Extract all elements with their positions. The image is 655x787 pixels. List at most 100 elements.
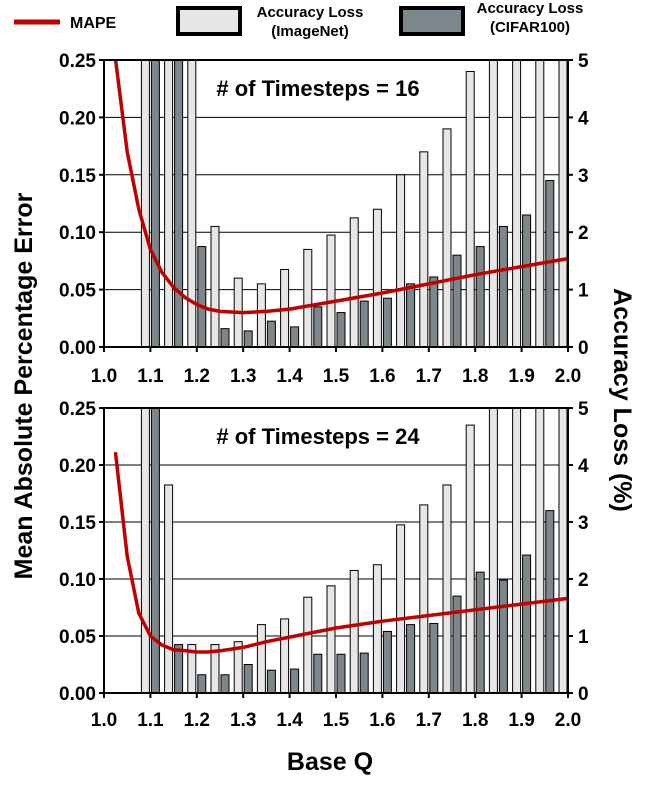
bar-cifar: [382, 630, 392, 693]
bar-cifar: [382, 297, 392, 347]
mape-line: [113, 451, 568, 654]
bar-cifar: [336, 653, 346, 693]
x-tick-label: 2.0: [555, 366, 581, 387]
bar-imagenet: [256, 624, 266, 693]
bar-cifar: [336, 312, 346, 347]
x-tick-label: 1.6: [369, 710, 395, 731]
bar-imagenet: [349, 217, 359, 347]
y-axis-left-label: Mean Absolute Percentage Error: [10, 192, 38, 579]
bar-cifar: [290, 668, 300, 693]
x-tick-label: 1.1: [137, 366, 164, 387]
y-tick-label-right: 0: [578, 338, 589, 359]
legend-cifar-label-2: (CIFAR100): [490, 19, 570, 36]
legend-imagenet-label-1: Accuracy Loss: [257, 4, 364, 21]
x-tick-label: 1.8: [462, 710, 488, 731]
bar-imagenet: [280, 618, 290, 693]
bar-cifar: [220, 674, 230, 693]
bar-imagenet: [535, 60, 545, 347]
x-tick-label: 1.3: [230, 366, 256, 387]
mape-line: [113, 60, 568, 315]
legend-cifar-swatch: [399, 6, 465, 36]
y-tick-label-left: 0.15: [59, 166, 96, 187]
bar-cifar: [406, 624, 416, 693]
bar-imagenet: [465, 70, 475, 347]
bar-imagenet: [303, 248, 313, 347]
bar-cifar: [290, 326, 300, 347]
y-tick-label-left: 0.15: [59, 513, 96, 534]
bar-cifar: [522, 554, 532, 693]
bar-imagenet: [396, 524, 406, 693]
bar-imagenet: [488, 60, 498, 347]
bar-imagenet: [442, 484, 452, 693]
x-tick-label: 1.3: [230, 710, 256, 731]
panel-timesteps-16: 0.00 0.05 0.10 0.15 0.20 0.25 0 1 2 3 4 5 1.0 1.1 1.2 1…: [59, 51, 589, 387]
bar-cifar: [429, 622, 439, 693]
timesteps-annotation: # of Timesteps = 24: [216, 424, 420, 449]
bar-imagenet: [419, 504, 429, 693]
bar-imagenet: [187, 60, 197, 347]
y-tick-label-left: 0.00: [59, 684, 96, 705]
bar-cifar: [498, 579, 508, 693]
legend-cifar-label-1: Accuracy Loss: [477, 0, 584, 17]
x-axis-label: Base Q: [287, 748, 373, 776]
bar-cifar: [429, 276, 439, 347]
bar-cifar: [243, 664, 253, 693]
bar-cifar: [266, 320, 276, 347]
x-tick-label: 1.7: [416, 366, 442, 387]
bar-imagenet: [488, 408, 498, 693]
y-tick-label-right: 2: [578, 570, 589, 591]
bar-imagenet: [465, 424, 475, 693]
plot-frame: [103, 59, 569, 348]
x-tick-label: 1.0: [91, 366, 117, 387]
y-tick-label-right: 4: [578, 456, 589, 477]
y-tick-label-right: 4: [578, 108, 589, 129]
x-tick-label: 1.5: [323, 710, 350, 731]
y-tick-label-left: 0.05: [59, 627, 96, 648]
bar-cifar: [197, 246, 207, 347]
x-tick-label: 1.4: [276, 710, 303, 731]
y-tick-label-right: 3: [578, 513, 589, 534]
bar-imagenet: [535, 408, 545, 693]
y-tick-label-right: 1: [578, 281, 589, 302]
bar-cifar: [150, 60, 160, 347]
legend-imagenet-swatch: [176, 6, 242, 36]
legend: MAPE Accuracy Loss (ImageNet) Accuracy L…: [14, 0, 583, 40]
bar-imagenet: [372, 208, 382, 347]
bar-imagenet: [558, 408, 568, 693]
x-tick-label: 1.9: [508, 366, 534, 387]
bar-imagenet: [164, 484, 174, 693]
bar-imagenet: [442, 128, 452, 347]
x-tick-label: 1.7: [416, 710, 442, 731]
bar-imagenet: [419, 151, 429, 347]
bar-imagenet: [349, 569, 359, 693]
bar-imagenet: [303, 596, 313, 693]
y-tick-label-left: 0.10: [59, 223, 96, 244]
x-tick-label: 1.2: [184, 710, 210, 731]
y-tick-label-right: 5: [578, 51, 589, 72]
bar-cifar: [313, 306, 323, 347]
y-tick-label-right: 0: [578, 684, 589, 705]
x-tick-label: 1.0: [91, 710, 117, 731]
x-tick-label: 1.4: [276, 366, 303, 387]
bar-cifar: [220, 328, 230, 347]
y-tick-label-left: 0.25: [59, 399, 96, 420]
y-tick-label-right: 5: [578, 399, 589, 420]
bar-cifar: [475, 246, 485, 347]
x-tick-label: 1.1: [137, 710, 164, 731]
bar-cifar: [452, 254, 462, 347]
bar-cifar: [498, 225, 508, 347]
bar-cifar: [313, 653, 323, 693]
y-tick-label-left: 0.20: [59, 108, 96, 129]
timesteps-annotation: # of Timesteps = 16: [216, 76, 419, 101]
bar-cifar: [243, 330, 253, 347]
y-tick-label-right: 3: [578, 166, 589, 187]
y-axis-right-label: Accuracy Loss (%): [608, 288, 636, 512]
panel-timesteps-24: 0.00 0.05 0.10 0.15 0.20 0.25 0 1 2 3 4 5 1.0 1.1 1.2 1…: [59, 399, 589, 731]
x-tick-label: 1.5: [323, 366, 350, 387]
y-tick-label-left: 0.05: [59, 281, 96, 302]
bar-imagenet: [326, 234, 336, 347]
x-tick-label: 1.9: [508, 710, 534, 731]
x-tick-label: 1.2: [184, 366, 210, 387]
bar-imagenet: [164, 60, 174, 347]
